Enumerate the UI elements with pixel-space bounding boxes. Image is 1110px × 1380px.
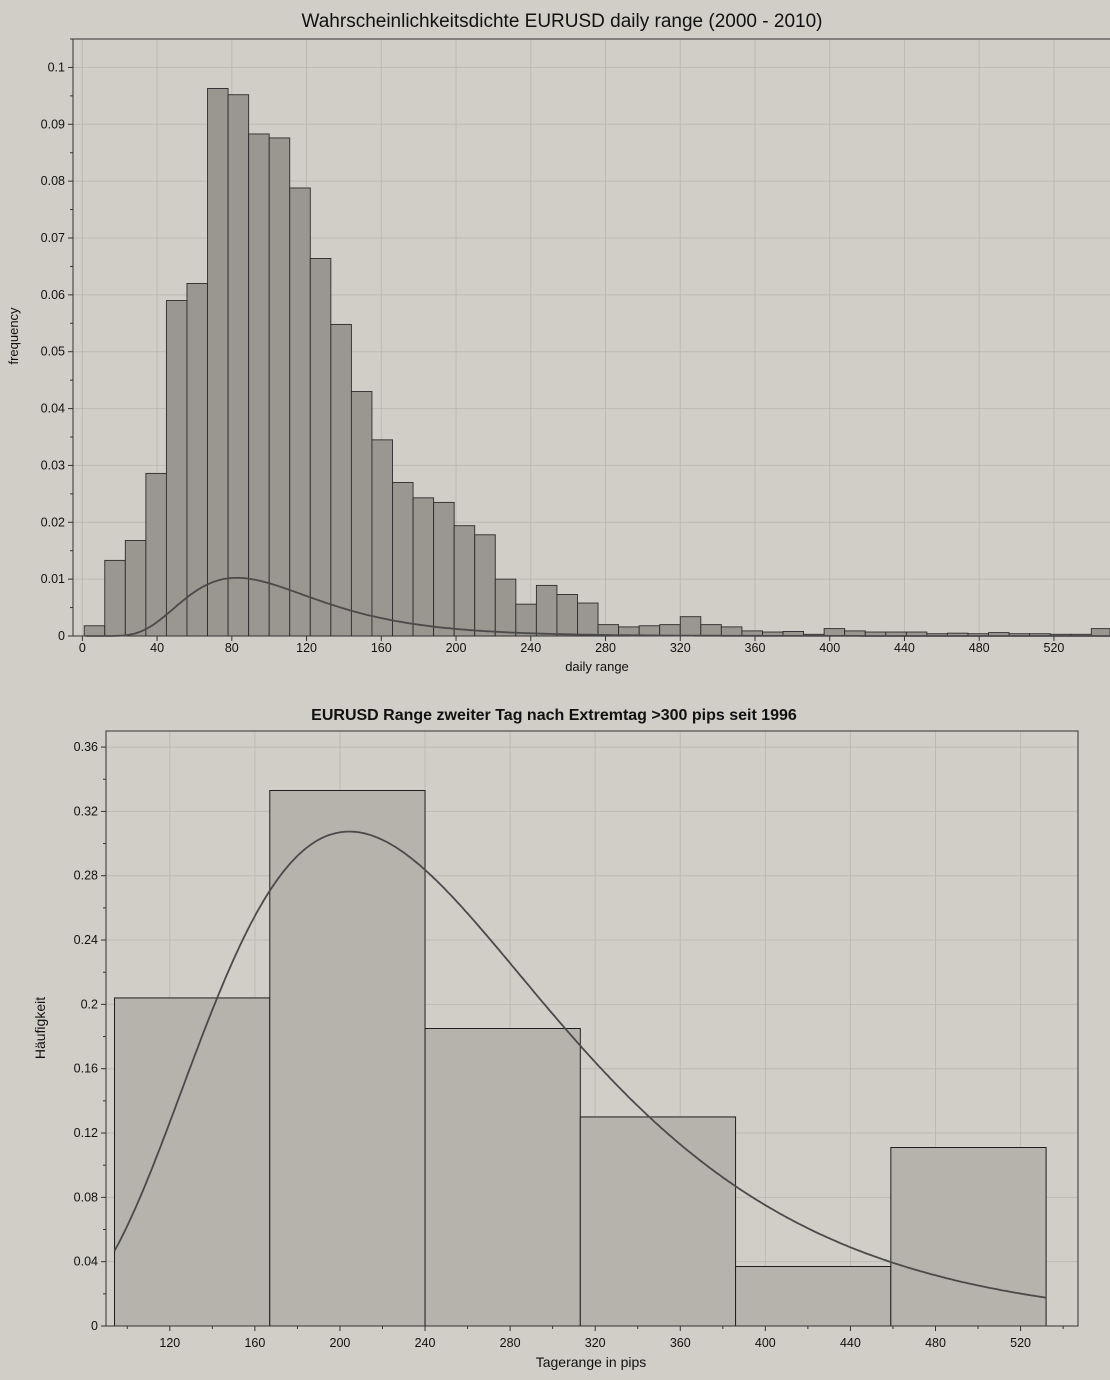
histogram-bar	[392, 482, 414, 637]
x-tick-label: 0	[79, 641, 86, 655]
histogram-bar	[659, 624, 681, 637]
x-tick-label: 440	[840, 1336, 861, 1350]
x-tick-label: 400	[819, 641, 840, 655]
y-tick-label: 0	[58, 629, 65, 643]
histogram-bar	[735, 1266, 892, 1327]
histogram-bar	[268, 137, 291, 637]
histogram-bar	[269, 790, 426, 1327]
histogram-bar	[114, 997, 271, 1327]
y-tick-label: 0.32	[74, 804, 98, 818]
histogram-bar	[145, 472, 167, 637]
x-tick-label: 520	[1044, 641, 1065, 655]
chart-title: Wahrscheinlichkeitsdichte EURUSD daily r…	[302, 11, 823, 32]
histogram-bar	[104, 559, 126, 637]
y-axis-label: Häufigkeit	[32, 997, 48, 1059]
x-tick-label: 280	[500, 1336, 521, 1350]
y-tick-label: 0.02	[41, 515, 65, 529]
x-tick-label: 480	[925, 1336, 946, 1350]
density-curve	[113, 830, 1047, 1299]
histogram-bar	[1090, 628, 1110, 637]
x-tick-label: 120	[296, 641, 317, 655]
y-tick-label: 0.2	[81, 997, 98, 1011]
x-tick-label: 400	[755, 1336, 776, 1350]
x-tick-label: 120	[159, 1336, 180, 1350]
histogram-bar	[83, 625, 106, 637]
histogram-bar	[700, 624, 722, 637]
y-axis-label: frequency	[6, 307, 21, 365]
histogram-bar	[412, 497, 435, 637]
histogram-bar	[474, 534, 496, 637]
histogram-bar	[424, 1028, 581, 1327]
histogram-bar	[579, 1116, 737, 1327]
density-curve	[86, 576, 1110, 637]
y-tick-label: 0	[91, 1319, 98, 1333]
chart-title: EURUSD Range zweiter Tag nach Extremtag …	[311, 707, 797, 724]
histogram-bar	[577, 602, 599, 637]
histogram-bar	[309, 258, 332, 637]
histogram-bar	[124, 540, 147, 637]
histogram-bar	[289, 187, 311, 637]
y-tick-label: 0.06	[41, 288, 65, 302]
histogram-bar	[248, 133, 270, 637]
x-tick-label: 200	[330, 1336, 351, 1350]
y-tick-label: 0.01	[41, 572, 65, 586]
y-tick-label: 0.16	[74, 1062, 98, 1076]
x-tick-label: 80	[225, 641, 239, 655]
x-tick-label: 320	[585, 1336, 606, 1350]
histogram-bar	[823, 628, 846, 637]
histogram-bar	[165, 300, 188, 637]
histogram-bar	[535, 584, 558, 637]
histogram-bar	[227, 94, 250, 637]
histogram-bar	[371, 439, 393, 637]
histogram-bar	[350, 391, 373, 637]
histogram-bar	[494, 578, 517, 637]
y-tick-label: 0.03	[41, 458, 65, 472]
histogram-bar	[720, 626, 743, 637]
x-axis-label: daily range	[565, 659, 629, 674]
x-tick-label: 280	[595, 641, 616, 655]
y-tick-label: 0.08	[74, 1190, 98, 1204]
x-tick-label: 520	[1010, 1336, 1031, 1350]
histogram-bar	[679, 616, 702, 637]
y-tick-label: 0.07	[41, 231, 65, 245]
extreme-day-histogram-chart: 120 160 200 240 280 320 360 400 440 480 520 0 0.04 0.…	[32, 707, 1079, 1370]
x-tick-label: 440	[894, 641, 915, 655]
y-tick-label: 0.09	[41, 117, 65, 131]
y-tick-label: 0.08	[41, 174, 65, 188]
histogram-bar	[207, 88, 229, 637]
histogram-bar	[453, 525, 476, 637]
histogram-bar	[330, 323, 352, 637]
x-tick-label: 200	[446, 641, 467, 655]
histogram-bar	[186, 283, 208, 637]
x-tick-label: 360	[670, 1336, 691, 1350]
x-tick-label: 160	[244, 1336, 265, 1350]
x-tick-label: 160	[371, 641, 392, 655]
x-tick-label: 320	[670, 641, 691, 655]
x-tick-label: 240	[415, 1336, 436, 1350]
x-tick-label: 480	[969, 641, 990, 655]
y-tick-label: 0.1	[48, 60, 65, 74]
density-histogram-chart: 0 40 80 120 160 200 240 280 320 360 400 440 480 520 0 0…	[6, 11, 1110, 674]
y-tick-label: 0.28	[74, 869, 98, 883]
x-tick-label: 40	[150, 641, 164, 655]
y-tick-label: 0.24	[74, 933, 98, 947]
y-tick-label: 0.04	[74, 1255, 98, 1269]
y-tick-label: 0.36	[74, 740, 98, 754]
x-tick-label: 240	[520, 641, 541, 655]
histogram-bar	[433, 501, 455, 637]
plot-frame	[105, 730, 1079, 1327]
x-tick-label: 360	[745, 641, 766, 655]
x-axis-label: Tagerange in pips	[536, 1354, 647, 1370]
histogram-bar	[890, 1147, 1047, 1327]
histogram-bar	[515, 603, 537, 637]
histogram-bar	[556, 594, 578, 637]
y-tick-label: 0.12	[74, 1126, 98, 1140]
y-tick-label: 0.05	[41, 345, 65, 359]
y-tick-label: 0.04	[41, 402, 65, 416]
